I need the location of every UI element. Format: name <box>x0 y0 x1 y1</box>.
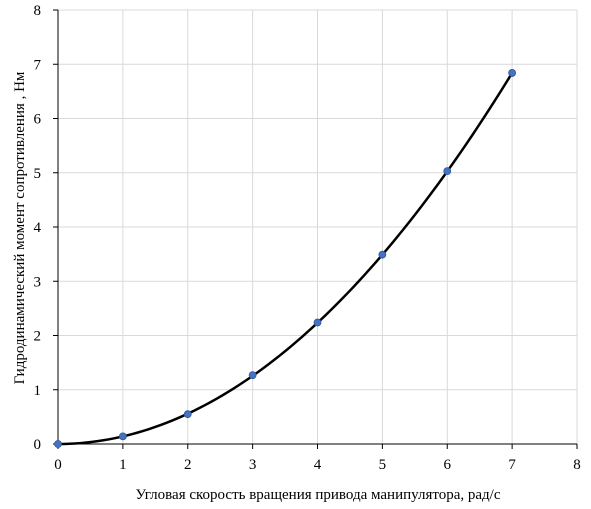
data-point <box>378 250 387 259</box>
data-point <box>313 318 322 327</box>
x-axis-title: Угловая скорость вращения привода манипу… <box>135 487 500 503</box>
data-point <box>443 167 452 176</box>
x-tick-label: 2 <box>184 457 192 473</box>
x-tick-label: 8 <box>573 457 581 473</box>
trendline-layer <box>57 72 514 446</box>
x-tick-label: 0 <box>54 457 62 473</box>
data-point <box>118 432 127 441</box>
x-tick-label: 3 <box>249 457 257 473</box>
y-tick-label: 1 <box>34 383 42 399</box>
y-axis-title: Гидродинамический момент сопротивления ,… <box>12 71 28 384</box>
y-tick-label: 0 <box>34 437 42 453</box>
y-tick-label: 5 <box>34 166 42 182</box>
data-point <box>183 410 192 419</box>
x-tick-label: 4 <box>314 457 322 473</box>
y-tick-label: 6 <box>34 112 42 128</box>
grid <box>58 9 578 444</box>
x-tick-label: 6 <box>444 457 452 473</box>
x-tick-label: 7 <box>508 457 516 473</box>
x-tick-label: 5 <box>379 457 387 473</box>
x-tick-label: 1 <box>119 457 127 473</box>
tick-labels: 0 1 2 3 4 5 6 7 8 0 1 2 3 4 5 6 7 8 <box>34 3 581 473</box>
data-point <box>54 440 62 448</box>
data-points <box>54 69 517 448</box>
y-tick-label: 8 <box>34 3 42 19</box>
data-point <box>248 371 257 380</box>
trendline <box>57 72 514 446</box>
axes <box>53 9 578 449</box>
y-tick-label: 3 <box>34 274 42 290</box>
y-tick-label: 4 <box>34 220 42 236</box>
y-tick-label: 7 <box>34 57 42 73</box>
data-point <box>508 69 517 77</box>
y-tick-label: 2 <box>34 329 42 345</box>
